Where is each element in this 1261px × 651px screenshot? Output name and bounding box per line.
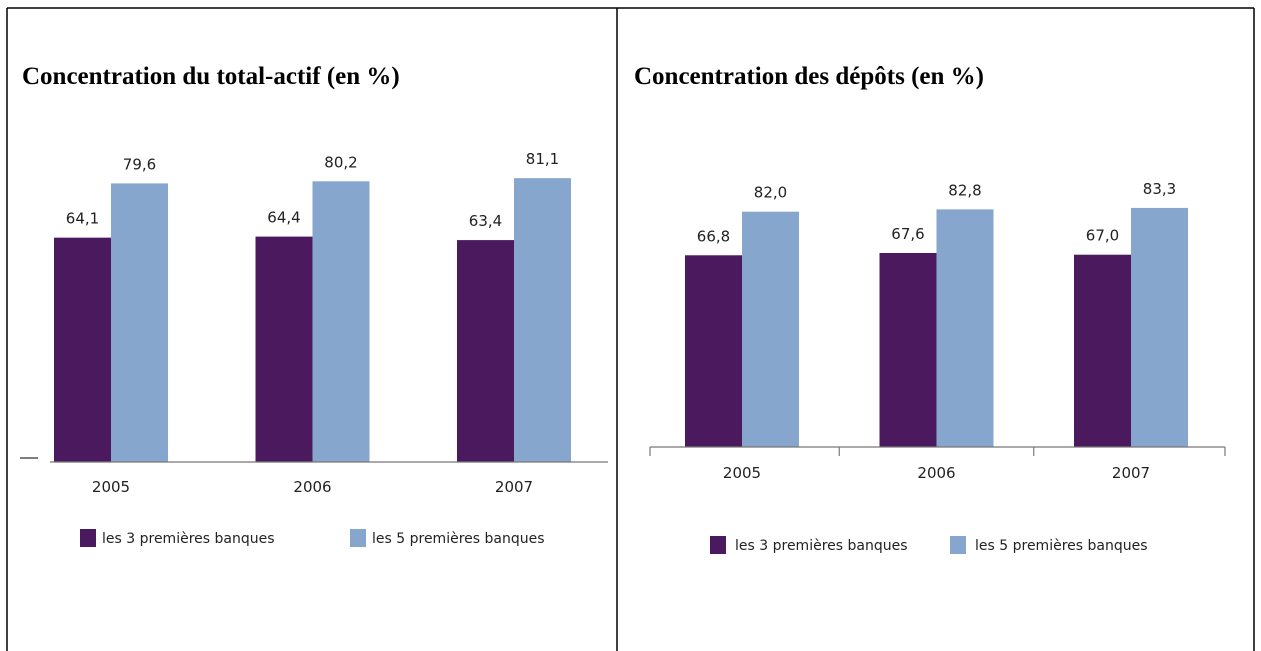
legend-swatch	[950, 536, 966, 554]
bar	[1131, 207, 1188, 447]
legend-swatch	[80, 529, 96, 547]
x-tick-label: 2005	[723, 464, 761, 482]
bar	[457, 240, 514, 462]
chart-title: Concentration des dépôts (en %)	[634, 63, 984, 90]
x-tick-label: 2005	[92, 478, 130, 496]
bar	[255, 236, 313, 462]
value-label: 82,8	[948, 181, 981, 199]
bar	[514, 178, 571, 462]
bar	[879, 252, 937, 447]
value-label: 67,6	[891, 225, 924, 243]
value-label: 66,8	[697, 227, 730, 245]
bar	[742, 211, 799, 447]
bar	[1074, 254, 1131, 447]
value-label: 79,6	[123, 155, 156, 173]
bar	[936, 209, 994, 447]
x-tick-label: 2007	[1112, 464, 1150, 482]
value-label: 81,1	[526, 150, 559, 168]
x-tick-label: 2006	[293, 478, 331, 496]
bar	[111, 183, 168, 462]
legend-label: les 3 premières banques	[735, 538, 908, 554]
legend-swatch	[710, 536, 726, 554]
legend-label: les 5 premières banques	[372, 531, 545, 547]
x-tick-label: 2006	[917, 464, 955, 482]
value-label: 82,0	[754, 184, 787, 202]
legend-swatch	[350, 529, 366, 547]
chart-title: Concentration du total-actif (en %)	[22, 63, 400, 90]
bar	[312, 181, 370, 463]
legend-label: les 3 premières banques	[102, 531, 275, 547]
value-label: 64,4	[267, 209, 300, 227]
x-tick-label: 2007	[495, 478, 533, 496]
value-label: 83,3	[1143, 180, 1176, 198]
value-label: 67,0	[1086, 227, 1119, 245]
value-label: 63,4	[469, 212, 502, 230]
legend-label: les 5 premières banques	[975, 538, 1148, 554]
value-label: 64,1	[66, 210, 99, 228]
bar	[54, 237, 111, 462]
value-label: 80,2	[324, 153, 357, 171]
bar	[685, 255, 742, 447]
